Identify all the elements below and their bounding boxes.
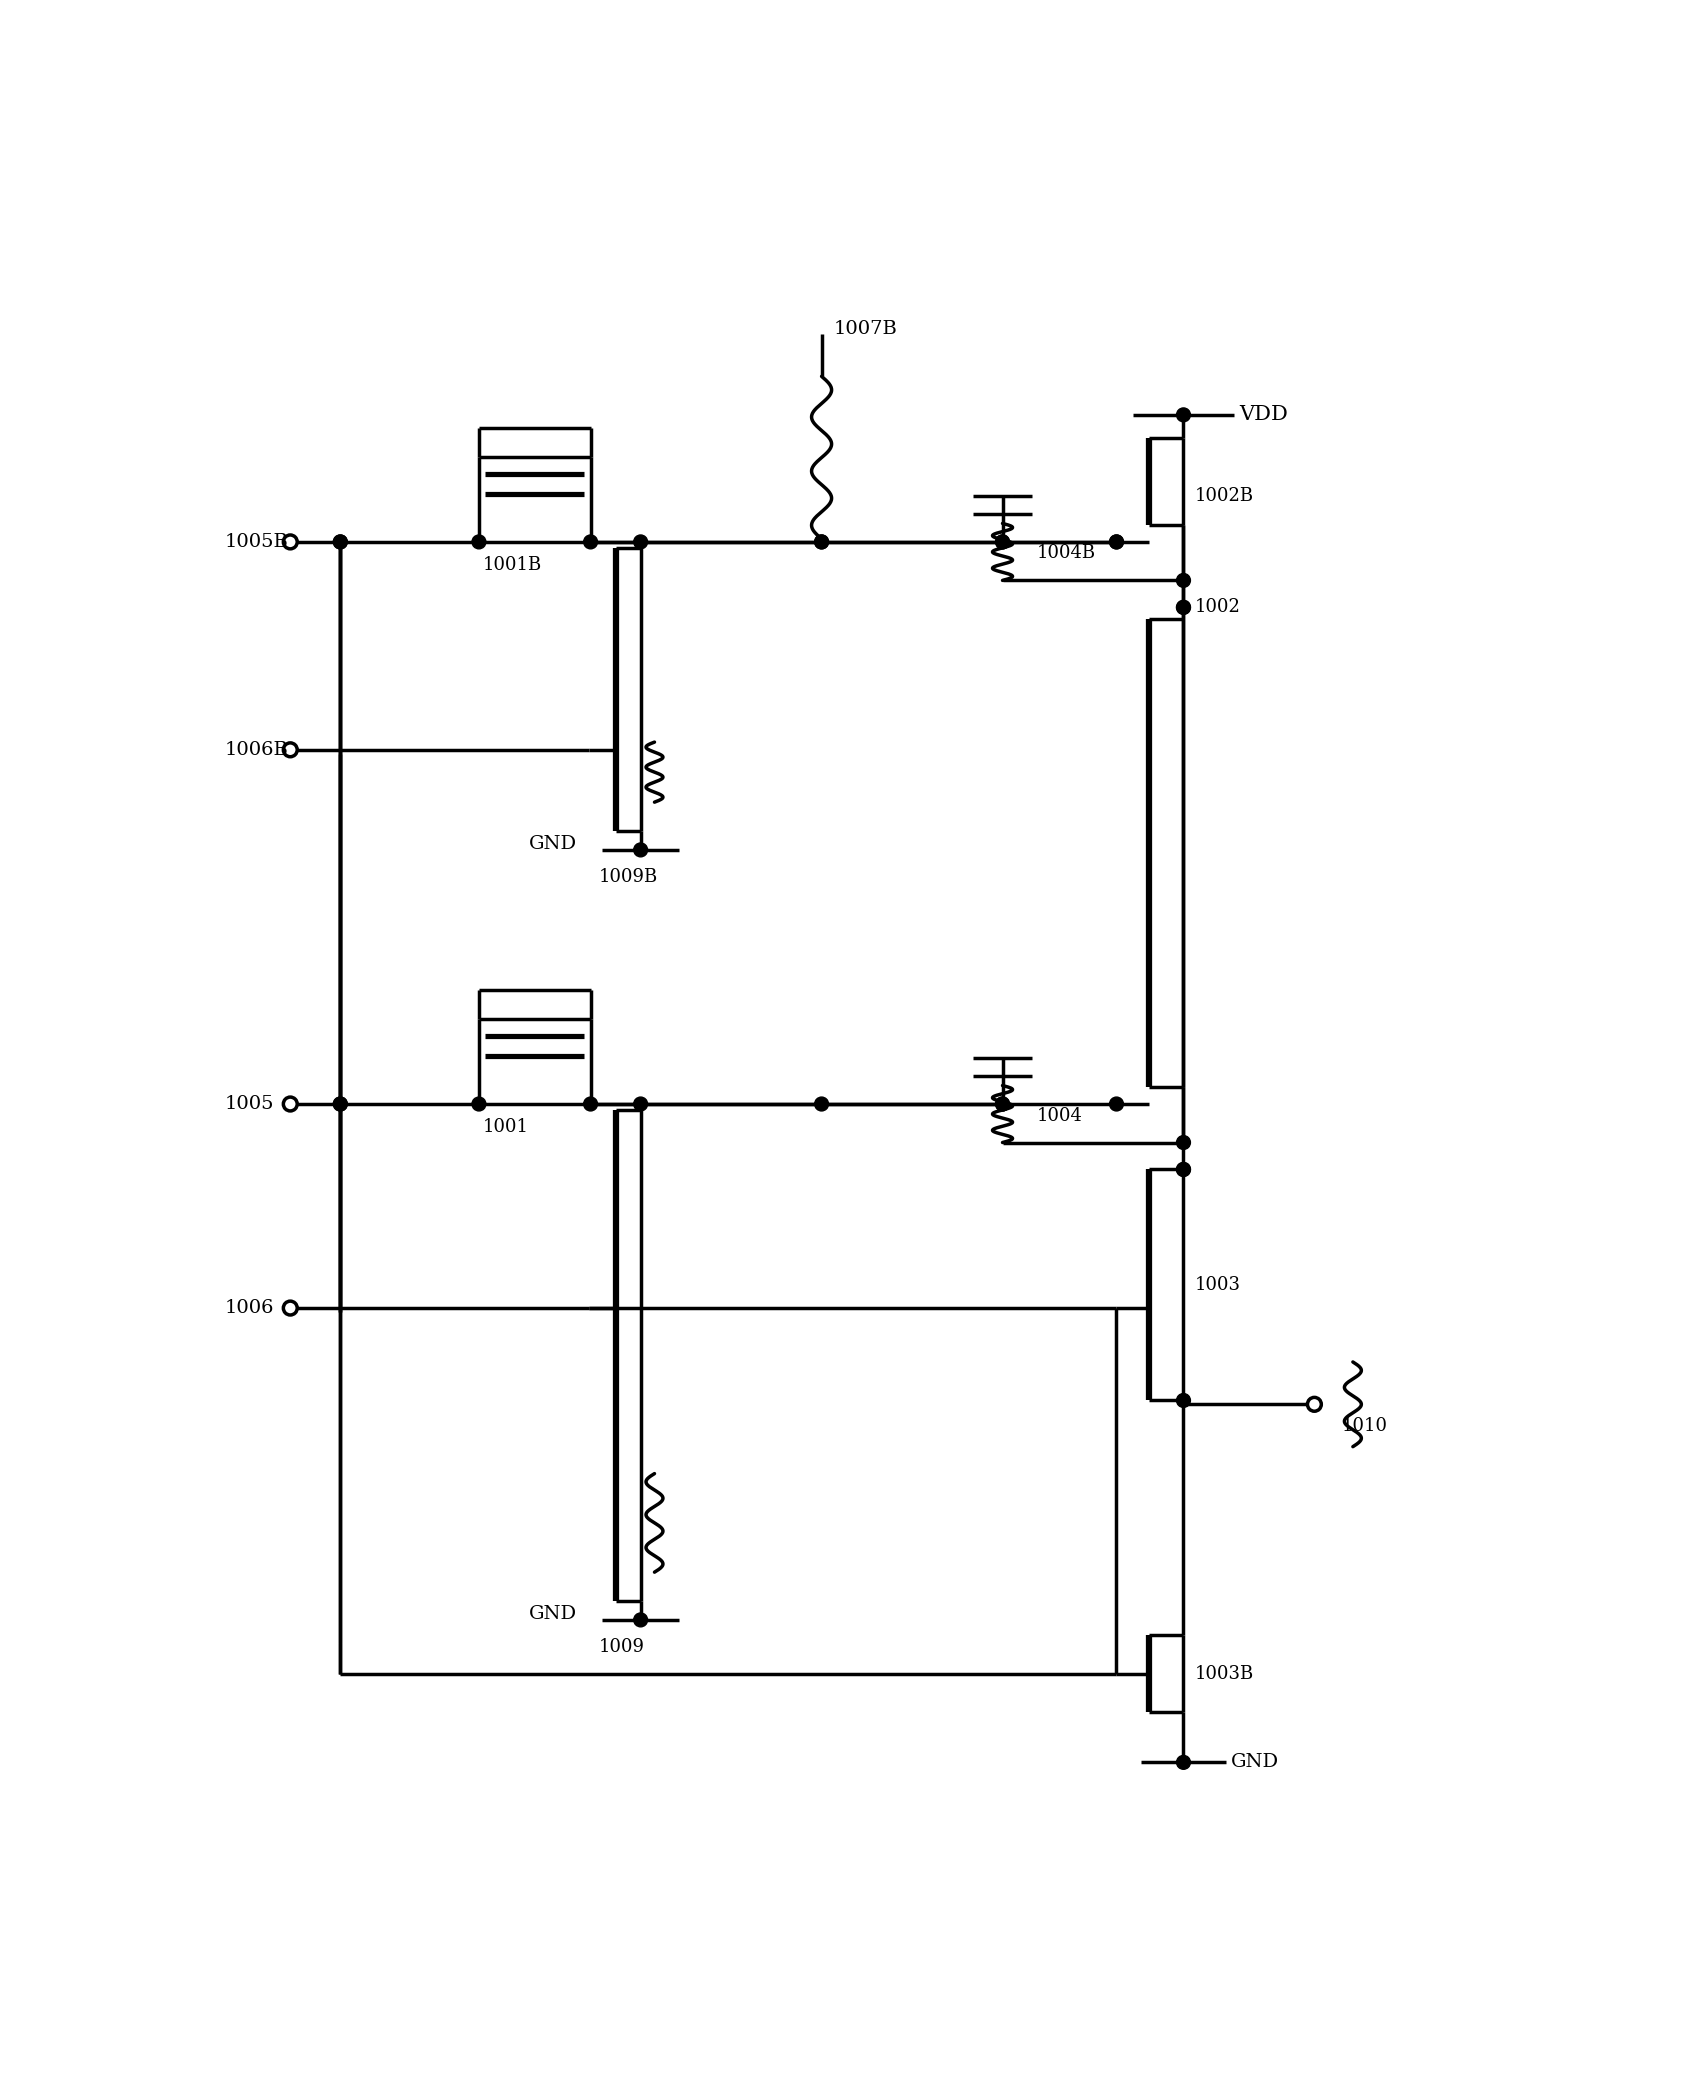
Circle shape <box>996 1096 1010 1111</box>
Text: 1003: 1003 <box>1196 1275 1241 1294</box>
Circle shape <box>283 536 298 548</box>
Circle shape <box>1177 408 1190 421</box>
Circle shape <box>472 536 485 548</box>
Circle shape <box>334 536 347 548</box>
Circle shape <box>814 1096 829 1111</box>
Text: 1006: 1006 <box>225 1298 274 1317</box>
Circle shape <box>634 536 647 548</box>
Circle shape <box>1177 1136 1190 1150</box>
Circle shape <box>634 1096 647 1111</box>
Text: 1004B: 1004B <box>1037 544 1097 563</box>
Text: 1009B: 1009B <box>598 867 657 886</box>
Circle shape <box>283 742 298 756</box>
Text: 1010: 1010 <box>1342 1417 1388 1436</box>
Text: 1001B: 1001B <box>482 556 542 573</box>
Circle shape <box>996 1096 1010 1111</box>
Circle shape <box>1308 1398 1322 1411</box>
Text: VDD: VDD <box>1238 406 1287 425</box>
Text: 1007B: 1007B <box>833 319 897 338</box>
Circle shape <box>283 1096 298 1111</box>
Circle shape <box>283 1300 298 1315</box>
Circle shape <box>996 536 1010 548</box>
Text: 1002B: 1002B <box>1196 488 1253 504</box>
Circle shape <box>334 1096 347 1111</box>
Circle shape <box>1177 573 1190 588</box>
Circle shape <box>584 536 598 548</box>
Circle shape <box>1177 1163 1190 1175</box>
Circle shape <box>334 1096 347 1111</box>
Text: 1005B: 1005B <box>225 534 290 550</box>
Circle shape <box>472 1096 485 1111</box>
Text: 1006B: 1006B <box>225 740 290 759</box>
Circle shape <box>1110 536 1124 548</box>
Text: 1004: 1004 <box>1037 1107 1083 1125</box>
Circle shape <box>814 536 829 548</box>
Circle shape <box>1177 1163 1190 1175</box>
Text: GND: GND <box>530 836 577 852</box>
Circle shape <box>1177 600 1190 615</box>
Text: 1005: 1005 <box>225 1094 274 1113</box>
Circle shape <box>584 1096 598 1111</box>
Circle shape <box>1110 1096 1124 1111</box>
Text: 1003B: 1003B <box>1196 1665 1255 1682</box>
Text: GND: GND <box>1231 1753 1279 1771</box>
Circle shape <box>814 536 829 548</box>
Text: 1009: 1009 <box>598 1638 644 1657</box>
Text: GND: GND <box>530 1605 577 1623</box>
Circle shape <box>634 844 647 857</box>
Circle shape <box>334 536 347 548</box>
Circle shape <box>1177 1394 1190 1407</box>
Circle shape <box>996 536 1010 548</box>
Circle shape <box>634 1613 647 1628</box>
Text: 1001: 1001 <box>482 1119 530 1136</box>
Circle shape <box>1177 600 1190 615</box>
Circle shape <box>1110 536 1124 548</box>
Text: 1002: 1002 <box>1196 598 1241 617</box>
Circle shape <box>1177 1755 1190 1769</box>
